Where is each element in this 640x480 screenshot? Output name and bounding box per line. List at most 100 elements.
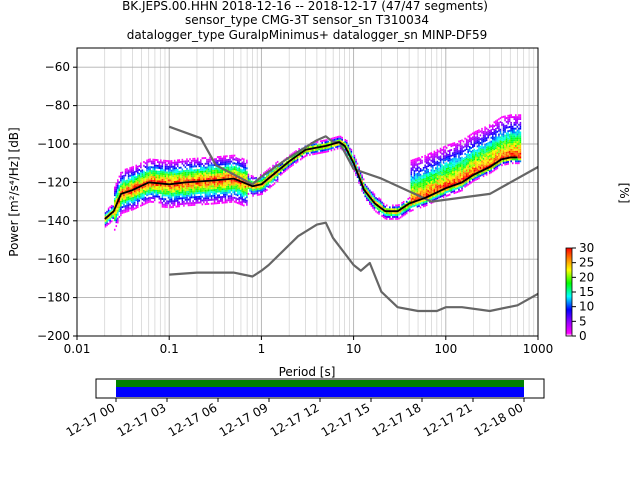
pdf-cell bbox=[210, 187, 213, 190]
pdf-cell bbox=[246, 176, 248, 179]
pdf-cell bbox=[230, 197, 233, 199]
pdf-cell bbox=[121, 202, 124, 205]
pdf-cell bbox=[379, 210, 382, 213]
pdf-cell bbox=[193, 157, 196, 160]
pdf-cell bbox=[515, 133, 517, 136]
pdf-cell bbox=[453, 151, 456, 154]
pdf-cell bbox=[485, 144, 488, 147]
pdf-cell bbox=[327, 148, 330, 151]
pdf-cell bbox=[472, 163, 474, 166]
pdf-cell bbox=[210, 196, 213, 199]
pdf-cell bbox=[458, 171, 460, 174]
pdf-cell bbox=[153, 160, 156, 163]
pdf-cell bbox=[421, 175, 423, 178]
pdf-cell bbox=[458, 180, 460, 183]
pdf-cell bbox=[448, 151, 451, 154]
pdf-cell bbox=[458, 167, 460, 170]
pdf-cell bbox=[121, 179, 124, 182]
pdf-cell bbox=[415, 185, 417, 187]
pdf-cell bbox=[448, 166, 451, 169]
pdf-cell bbox=[163, 161, 165, 164]
pdf-cell bbox=[267, 176, 270, 179]
pdf-cell bbox=[193, 169, 196, 172]
pdf-cell bbox=[270, 177, 273, 180]
pdf-cell bbox=[453, 172, 456, 175]
pdf-cell bbox=[416, 178, 419, 181]
pdf-cell bbox=[475, 171, 477, 174]
pdf-cell bbox=[213, 177, 216, 180]
pdf-cell bbox=[435, 194, 437, 197]
pdf-cell bbox=[478, 177, 480, 180]
pdf-cell bbox=[467, 179, 469, 182]
pdf-cell bbox=[140, 177, 142, 180]
pdf-cell bbox=[484, 137, 486, 140]
pdf-cell bbox=[207, 189, 210, 192]
pdf-cell bbox=[203, 191, 205, 194]
pdf-cell bbox=[121, 181, 124, 184]
pdf-cell bbox=[473, 144, 476, 147]
pdf-cell bbox=[519, 137, 522, 140]
pdf-cell bbox=[448, 180, 451, 183]
pdf-cell bbox=[332, 139, 334, 142]
pdf-cell bbox=[126, 168, 128, 171]
pdf-cell bbox=[465, 153, 468, 156]
pdf-cell bbox=[413, 166, 416, 169]
pdf-cell bbox=[137, 169, 139, 172]
pdf-cell bbox=[238, 168, 240, 170]
pdf-cell bbox=[127, 181, 130, 184]
pdf-cell bbox=[393, 208, 396, 211]
pdf-cell bbox=[215, 192, 217, 195]
pdf-cell bbox=[501, 148, 503, 151]
pdf-cell bbox=[227, 195, 230, 198]
pdf-cell bbox=[418, 176, 420, 179]
pdf-cell bbox=[415, 169, 417, 172]
pdf-cell bbox=[369, 189, 371, 192]
pdf-cell bbox=[290, 161, 293, 164]
pdf-cell bbox=[422, 191, 425, 194]
pdf-cell bbox=[183, 187, 185, 190]
pdf-cell bbox=[430, 173, 433, 176]
pdf-cell bbox=[498, 156, 500, 159]
pdf-cell bbox=[216, 200, 219, 203]
pdf-cell bbox=[455, 185, 457, 188]
pdf-cell bbox=[126, 185, 128, 188]
pdf-cell bbox=[132, 196, 134, 199]
pdf-cell bbox=[493, 121, 496, 124]
pdf-cell bbox=[508, 135, 511, 138]
pdf-cell bbox=[178, 197, 181, 200]
pdf-cell bbox=[173, 203, 176, 206]
pdf-cell bbox=[438, 163, 440, 166]
pdf-cell bbox=[415, 202, 417, 205]
pdf-cell bbox=[158, 201, 161, 204]
pdf-cell bbox=[146, 199, 148, 202]
pdf-cell bbox=[230, 175, 233, 178]
pdf-cell bbox=[490, 156, 492, 158]
pdf-cell bbox=[418, 189, 420, 192]
pdf-cell bbox=[326, 142, 328, 145]
pdf-cell bbox=[189, 161, 191, 164]
pdf-cell bbox=[473, 156, 476, 159]
pdf-cell bbox=[433, 160, 436, 163]
pdf-cell bbox=[146, 180, 148, 183]
pdf-cell bbox=[441, 185, 443, 188]
pdf-cell bbox=[215, 186, 217, 189]
pdf-cell bbox=[129, 203, 131, 206]
pdf-cell bbox=[390, 208, 393, 211]
pdf-cell bbox=[259, 191, 262, 194]
pdf-cell bbox=[127, 183, 130, 185]
pdf-cell bbox=[472, 180, 474, 183]
pdf-cell bbox=[224, 172, 227, 175]
pdf-cell bbox=[485, 150, 488, 153]
pdf-cell bbox=[109, 212, 111, 214]
pdf-cell bbox=[447, 182, 449, 185]
pdf-cell bbox=[484, 157, 486, 160]
pdf-cell bbox=[468, 146, 471, 149]
x-axis-ticks: 0.01 0.1 1 10 100 1000 bbox=[64, 336, 553, 356]
pdf-cell bbox=[206, 160, 208, 163]
pdf-cell bbox=[428, 193, 431, 196]
pdf-cell bbox=[378, 199, 380, 202]
pdf-cell bbox=[146, 194, 148, 197]
pdf-cell bbox=[130, 185, 133, 188]
pdf-cell bbox=[452, 169, 454, 172]
pdf-cell bbox=[456, 146, 459, 149]
